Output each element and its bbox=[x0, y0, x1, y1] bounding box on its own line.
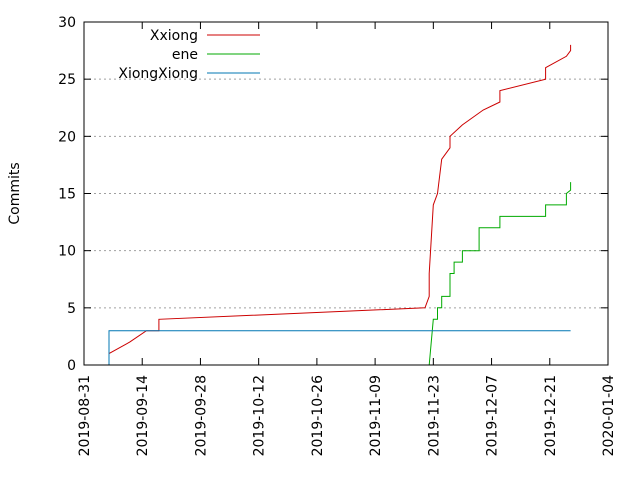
series-line-ene bbox=[428, 182, 572, 366]
y-tick-label: 5 bbox=[67, 301, 76, 317]
series-line-xiongxiong bbox=[108, 330, 571, 365]
x-tick-label: 2019-08-31 bbox=[77, 375, 93, 456]
axis-ticks bbox=[83, 21, 609, 366]
x-tick-label: 2019-11-09 bbox=[368, 375, 384, 456]
x-tick-label: 2019-09-28 bbox=[193, 375, 209, 456]
series-lines bbox=[108, 44, 572, 366]
y-tick-label: 0 bbox=[67, 358, 76, 374]
legend-label: ene bbox=[172, 47, 198, 63]
y-tick-label: 25 bbox=[58, 72, 76, 88]
x-tick-label: 2019-11-23 bbox=[426, 375, 442, 456]
x-tick-label: 2019-09-14 bbox=[135, 375, 151, 456]
series-line-xxiong bbox=[108, 44, 572, 365]
x-tick-label: 2020-01-04 bbox=[601, 375, 617, 456]
y-tick-label: 15 bbox=[58, 187, 76, 203]
grid-lines bbox=[84, 78, 608, 309]
legend: Xxiong ene XiongXiong bbox=[118, 28, 260, 82]
y-tick-label: 20 bbox=[58, 129, 76, 145]
x-tick-label: 2019-10-26 bbox=[310, 375, 326, 456]
y-axis-label: Commits bbox=[7, 162, 23, 224]
legend-label: Xxiong bbox=[150, 28, 198, 44]
x-tick-label: 2019-12-07 bbox=[485, 375, 501, 456]
y-tick-label: 30 bbox=[58, 15, 76, 31]
x-tick-label: 2019-10-12 bbox=[252, 375, 268, 456]
x-tick-label: 2019-12-21 bbox=[543, 375, 559, 456]
y-tick-label: 10 bbox=[58, 244, 76, 260]
x-tick-labels: 2019-08-31 2019-09-14 2019-09-28 2019-10-12… bbox=[77, 375, 617, 456]
legend-label: XiongXiong bbox=[118, 66, 198, 82]
y-tick-labels: 0 5 10 15 20 25 30 bbox=[58, 15, 76, 374]
